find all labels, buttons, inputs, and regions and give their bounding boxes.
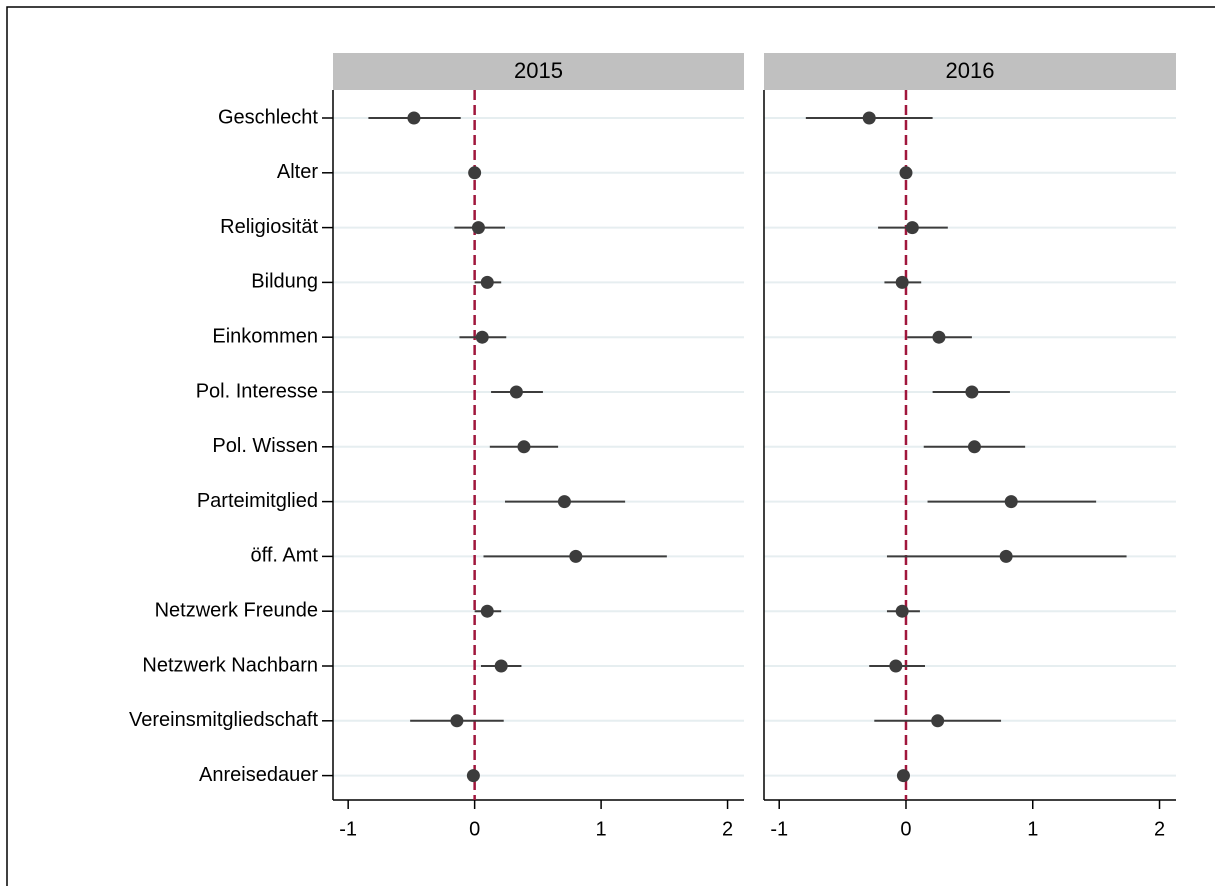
point-estimate	[407, 111, 421, 125]
panel-title: 2015	[514, 58, 563, 83]
point-estimate	[517, 440, 531, 454]
x-tick-label: -1	[770, 818, 788, 840]
point-estimate	[509, 385, 523, 399]
point-estimate	[965, 385, 979, 399]
point-estimate	[932, 330, 946, 344]
y-tick-label: Netzwerk Freunde	[155, 599, 318, 621]
point-estimate	[1004, 495, 1018, 509]
point-estimate	[471, 221, 485, 235]
y-tick-label: öff. Amt	[251, 545, 319, 567]
point-estimate	[931, 714, 945, 728]
point-estimate	[466, 769, 480, 783]
y-tick-label: Vereinsmitgliedschaft	[129, 709, 318, 731]
point-estimate	[999, 549, 1013, 563]
panel-header	[764, 53, 1176, 90]
y-tick-label: Religiosität	[220, 216, 318, 238]
figure-border	[6, 6, 1215, 886]
x-tick-label: -1	[339, 818, 357, 840]
x-tick-label: 1	[1027, 818, 1038, 840]
point-estimate	[480, 275, 494, 289]
y-tick-label: Alter	[277, 161, 318, 183]
panel-title: 2016	[946, 58, 995, 83]
point-estimate	[895, 604, 909, 618]
x-tick-label: 2	[1154, 818, 1165, 840]
point-estimate	[569, 549, 583, 563]
point-estimate	[895, 275, 909, 289]
point-estimate	[450, 714, 464, 728]
point-estimate	[862, 111, 876, 125]
y-tick-label: Bildung	[251, 271, 318, 293]
point-estimate	[468, 166, 482, 180]
point-estimate	[557, 495, 571, 509]
point-estimate	[475, 330, 489, 344]
x-tick-label: 1	[596, 818, 607, 840]
point-estimate	[905, 221, 919, 235]
point-estimate	[899, 166, 913, 180]
x-tick-label: 0	[469, 818, 480, 840]
x-tick-label: 2	[722, 818, 733, 840]
y-tick-label: Geschlecht	[218, 106, 318, 128]
y-tick-label: Pol. Wissen	[212, 435, 318, 457]
point-estimate	[889, 659, 903, 673]
point-estimate	[967, 440, 981, 454]
y-tick-label: Pol. Interesse	[196, 380, 318, 402]
y-tick-label: Netzwerk Nachbarn	[142, 654, 318, 676]
y-tick-label: Parteimitglied	[197, 490, 318, 512]
y-tick-label: Anreisedauer	[199, 764, 318, 786]
point-estimate	[494, 659, 508, 673]
x-tick-label: 0	[900, 818, 911, 840]
panel-header	[333, 53, 744, 90]
point-estimate	[896, 769, 910, 783]
y-tick-label: Einkommen	[212, 325, 318, 347]
point-estimate	[480, 604, 494, 618]
